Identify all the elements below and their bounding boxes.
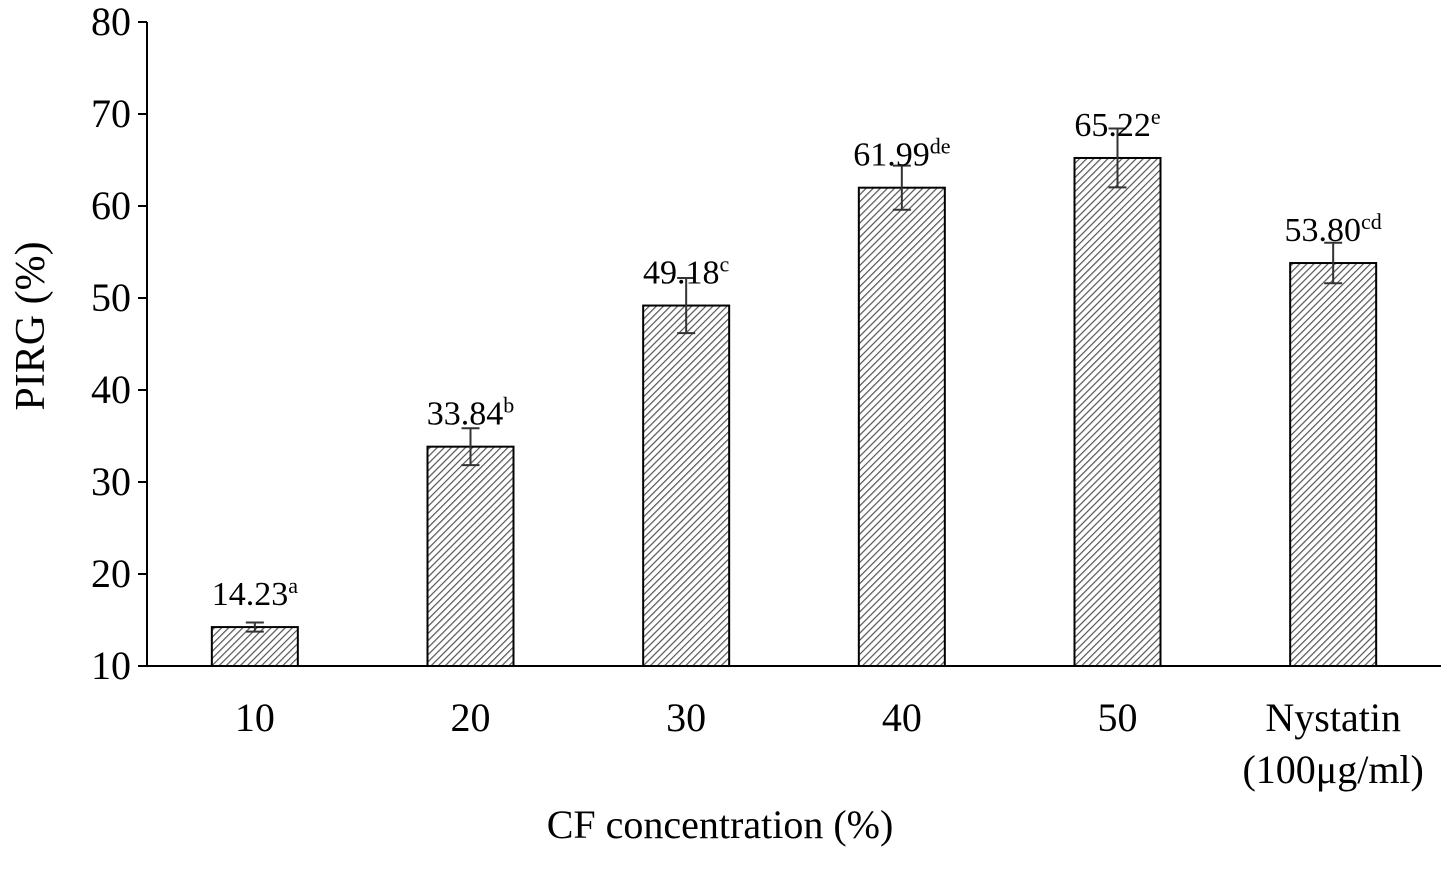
data-label: 53.80cd [1285,209,1382,249]
data-label: 33.84b [427,393,515,433]
bar [426,445,515,667]
x-axis: 10 20 30 40 50 Nystatin (100μg/ml) [147,665,1441,792]
error-bars [245,127,1343,633]
y-tick-label: 20 [91,551,131,596]
x-tick-label: 10 [235,695,275,740]
bar [1073,156,1162,667]
bars [210,156,1378,668]
data-label: 14.23a [212,573,298,613]
y-tick-label: 80 [91,0,131,44]
bar [210,626,299,667]
y-axis: 10 20 30 40 50 60 70 80 [91,0,148,688]
data-label: 65.22e [1074,104,1160,144]
x-axis-title: CF concentration (%) [547,802,894,847]
bar [642,304,731,667]
x-tick-label: 50 [1098,695,1138,740]
x-tick-label: Nystatin (100μg/ml) [1242,695,1423,792]
y-axis-title: PIRG (%) [8,241,54,410]
bar [1289,262,1378,667]
y-tick-label: 50 [91,275,131,320]
data-labels: 14.23a 33.84b 49.18c 61.99de 65.22e 53.80cd [212,104,1382,613]
data-label: 49.18c [643,252,730,292]
x-tick-label: 30 [666,695,706,740]
y-tick-label: 40 [91,367,131,412]
x-tick-label: 20 [451,695,491,740]
y-tick-label: 10 [91,643,131,688]
y-tick-label: 60 [91,183,131,228]
y-tick-label: 30 [91,459,131,504]
bar [857,186,946,668]
data-label: 61.99de [853,134,950,174]
x-tick-label: 40 [882,695,922,740]
y-tick-label: 70 [91,91,131,136]
